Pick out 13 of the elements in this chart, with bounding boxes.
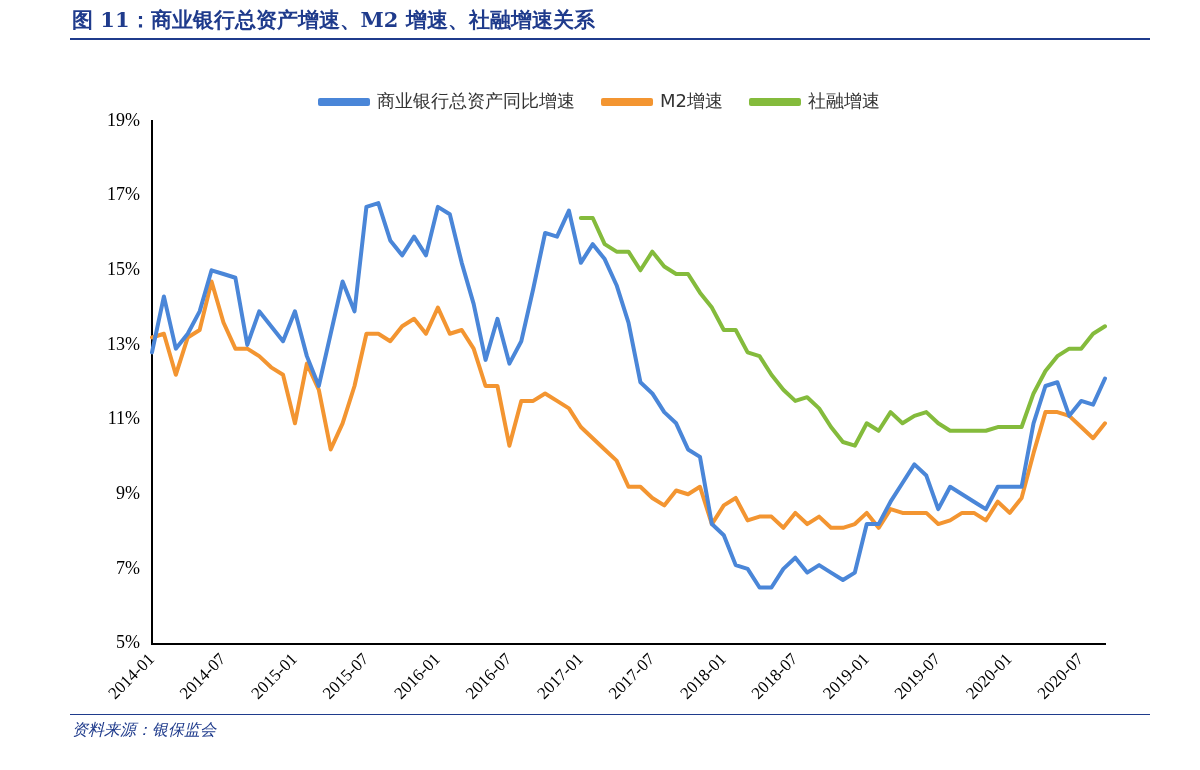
y-tick-label: 13% [106,333,140,354]
y-tick-label: 19% [106,109,140,130]
legend-label: 商业银行总资产同比增速 [377,89,576,111]
y-tick-label: 7% [115,557,140,578]
text: 资料来源：银保监会 [72,720,216,741]
y-tick-label: 5% [115,632,140,653]
y-tick-label: 11% [107,408,140,429]
legend-label: 社融增速 [807,89,880,111]
y-tick-label: 15% [106,259,140,280]
legend-label: M2增速 [660,89,723,111]
chart-title: 图 11：商业银行总资产增速、M2 增速、社融增速关系 [72,6,595,34]
y-tick-label: 17% [106,184,140,205]
y-tick-label: 9% [115,482,140,503]
